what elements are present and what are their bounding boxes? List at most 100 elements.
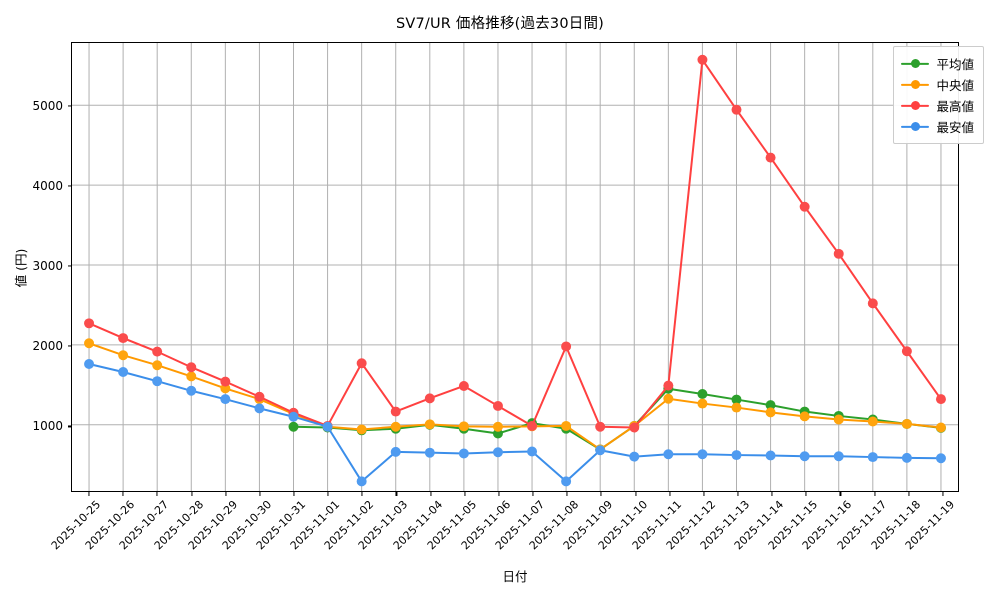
x-tick-mark bbox=[293, 491, 295, 496]
data-point bbox=[458, 448, 469, 459]
data-point bbox=[152, 376, 163, 387]
data-point bbox=[799, 201, 810, 212]
x-axis-label: 日付 bbox=[502, 569, 528, 584]
legend-label: 中央値 bbox=[936, 78, 974, 93]
x-tick-mark bbox=[634, 491, 637, 496]
data-point bbox=[561, 476, 572, 487]
data-point bbox=[424, 447, 435, 458]
data-point bbox=[458, 381, 469, 391]
data-point bbox=[663, 449, 674, 460]
y-axis-label: 値 (円) bbox=[13, 248, 29, 288]
legend-label: 平均値 bbox=[936, 57, 974, 72]
chart-title: SV7/UR 価格推移(過去30日間) bbox=[395, 16, 605, 32]
data-point bbox=[867, 452, 878, 463]
data-point bbox=[84, 359, 95, 370]
data-point bbox=[492, 400, 503, 411]
data-point bbox=[731, 450, 742, 461]
plot-area: 値 (円) 日付 1000 2000 3000 4000 5000 2025-10-25… bbox=[14, 42, 959, 584]
legend-item: 中央値 bbox=[901, 74, 974, 95]
legend-item: 最安値 bbox=[901, 116, 974, 137]
data-point bbox=[186, 371, 197, 382]
x-tick-mark bbox=[156, 491, 158, 496]
data-point bbox=[901, 452, 912, 463]
x-tick-mark bbox=[703, 491, 705, 496]
x-tick-mark bbox=[122, 491, 124, 496]
y-tick-mark bbox=[67, 185, 72, 187]
data-point bbox=[833, 414, 844, 425]
data-point bbox=[595, 445, 606, 456]
data-point bbox=[935, 422, 946, 433]
legend-marker-icon bbox=[901, 99, 930, 113]
data-point bbox=[118, 367, 129, 377]
x-tick-mark bbox=[839, 491, 841, 496]
x-tick-mark bbox=[805, 491, 807, 496]
data-point bbox=[561, 341, 572, 352]
x-tick-mark bbox=[600, 491, 602, 496]
x-tick-mark bbox=[361, 491, 363, 496]
x-tick-mark bbox=[395, 491, 397, 496]
data-point bbox=[118, 350, 129, 361]
data-point bbox=[288, 421, 299, 432]
data-point bbox=[765, 152, 776, 163]
x-tick-mark bbox=[566, 491, 568, 496]
data-point bbox=[390, 446, 401, 457]
data-point bbox=[254, 403, 265, 414]
x-tick-mark bbox=[771, 491, 773, 496]
data-point bbox=[935, 453, 946, 464]
data-point bbox=[765, 450, 776, 461]
y-tick-mark bbox=[67, 345, 72, 347]
x-tick-mark bbox=[430, 491, 432, 496]
data-point bbox=[731, 394, 742, 405]
data-point bbox=[458, 421, 469, 432]
legend-item: 最高値 bbox=[901, 95, 974, 116]
x-tick-mark bbox=[464, 491, 466, 496]
data-point bbox=[492, 447, 503, 458]
data-point bbox=[390, 406, 401, 417]
x-tick-mark bbox=[259, 491, 261, 496]
data-point bbox=[220, 394, 231, 405]
data-point bbox=[765, 400, 776, 411]
series-中央値 bbox=[84, 338, 946, 455]
data-point bbox=[629, 422, 640, 433]
data-point bbox=[84, 318, 95, 329]
data-point bbox=[220, 376, 231, 387]
y-tick-mark bbox=[67, 425, 72, 427]
data-point bbox=[118, 333, 129, 344]
x-tick-mark bbox=[669, 491, 671, 496]
y-tick-label: 4000 bbox=[32, 178, 63, 193]
data-point bbox=[697, 54, 708, 65]
data-point bbox=[424, 419, 435, 430]
data-point bbox=[901, 346, 912, 357]
y-tick-label: 3000 bbox=[32, 258, 63, 273]
x-tick-mark bbox=[88, 491, 90, 496]
data-point bbox=[765, 407, 776, 418]
data-point bbox=[595, 421, 606, 432]
data-point bbox=[901, 418, 912, 429]
data-point bbox=[152, 346, 163, 357]
data-series-layer bbox=[84, 54, 946, 487]
data-point bbox=[356, 358, 367, 369]
y-tick-mark bbox=[67, 105, 72, 107]
legend-marker-icon bbox=[901, 78, 930, 92]
data-point bbox=[867, 416, 878, 427]
x-tick-mark bbox=[225, 491, 227, 496]
data-point bbox=[697, 449, 708, 460]
data-point bbox=[663, 380, 674, 391]
legend-item: 平均値 bbox=[901, 53, 974, 74]
data-point bbox=[561, 420, 572, 431]
data-point bbox=[935, 394, 946, 405]
legend-marker-icon bbox=[901, 57, 930, 71]
y-tick-label: 1000 bbox=[32, 419, 63, 434]
data-point bbox=[867, 298, 878, 309]
x-tick-mark bbox=[190, 491, 193, 496]
y-tick-label: 2000 bbox=[32, 339, 63, 354]
data-point bbox=[254, 391, 265, 402]
data-point bbox=[424, 393, 435, 404]
data-point bbox=[186, 362, 197, 373]
data-point bbox=[833, 248, 844, 259]
x-tick-mark bbox=[942, 491, 944, 496]
data-point bbox=[356, 476, 367, 487]
data-point bbox=[356, 424, 367, 435]
legend-marker-icon bbox=[901, 120, 930, 134]
